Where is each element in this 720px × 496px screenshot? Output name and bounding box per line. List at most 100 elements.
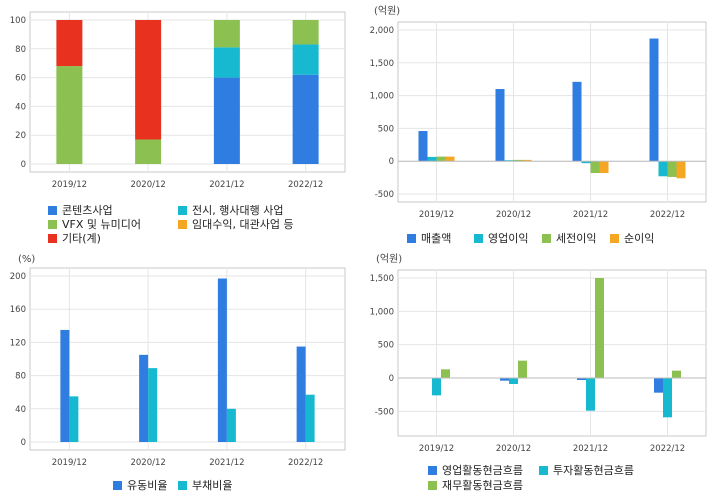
y-tick-label: 2,000 xyxy=(370,26,394,36)
bar-segment xyxy=(135,20,162,140)
bar-segment xyxy=(213,20,240,48)
x-tick-label: 2019/12 xyxy=(419,444,454,454)
legend-swatch xyxy=(542,233,551,243)
legend-swatch xyxy=(48,219,57,229)
bar xyxy=(654,378,663,393)
legend-label: 기타(계) xyxy=(62,232,101,245)
bar xyxy=(672,370,681,378)
chart-ratios: 0 40 80 120 160 200 2019/12 2020/12 2021/12 2022/… xyxy=(10,254,346,468)
bar xyxy=(590,161,600,174)
legend-item: 기타(계) xyxy=(48,230,101,246)
y-tick-label: 60 xyxy=(15,74,26,84)
bar xyxy=(441,369,450,378)
y-tick-label: 80 xyxy=(15,45,26,55)
legend-swatch xyxy=(178,205,187,215)
bar-segment xyxy=(56,20,83,67)
legend-label: 매출액 xyxy=(421,232,452,245)
bar xyxy=(217,278,227,442)
legend-item: 재무활동현금흐름 xyxy=(428,477,523,493)
x-tick-label: 2020/12 xyxy=(496,444,531,454)
bar xyxy=(432,378,441,396)
legend-swatch xyxy=(48,205,57,215)
y-tick-label: 100 xyxy=(10,16,26,26)
legend-item: 임대수익, 대관사업 등 xyxy=(178,216,294,232)
x-tick-label: 2022/12 xyxy=(650,444,685,454)
chart-cashflow: -500 0 500 1,000 1,500 2019/12 2020/12 2021/12 2… xyxy=(370,253,707,454)
bar-segment xyxy=(135,139,162,164)
legend-item: 매출액 xyxy=(407,230,451,246)
legend-swatch xyxy=(474,233,483,243)
x-tick-label: 2022/12 xyxy=(288,458,323,468)
x-tick-label: 2019/12 xyxy=(52,180,87,190)
legend-label: 재무활동현금흐름 xyxy=(442,479,523,492)
y-tick-label: -500 xyxy=(375,407,394,417)
bar xyxy=(518,360,527,378)
y-tick-label: 160 xyxy=(10,305,26,315)
bar xyxy=(305,394,315,442)
legend-item: VFX 및 뉴미디어 xyxy=(48,216,141,232)
y-tick-label: 40 xyxy=(15,405,26,415)
bar xyxy=(581,161,591,164)
bar xyxy=(509,378,518,384)
bar xyxy=(658,161,668,177)
x-tick-label: 2022/12 xyxy=(650,210,685,220)
legend-item: 유동비율 xyxy=(113,477,167,493)
legend-item: 전시, 행사대행 사업 xyxy=(178,202,283,218)
bar xyxy=(663,378,672,418)
bar xyxy=(572,81,582,162)
bar xyxy=(418,131,428,162)
y-tick-label: 0 xyxy=(21,160,26,170)
y-tick-label: 0 xyxy=(21,438,26,448)
legend-label: 부채비율 xyxy=(192,479,233,492)
y-tick-label: 1,500 xyxy=(370,59,394,69)
legend-swatch xyxy=(539,465,548,475)
plot-frame xyxy=(29,267,346,451)
bar xyxy=(436,156,446,162)
y-tick-label: 0 xyxy=(389,157,394,167)
x-tick-label: 2022/12 xyxy=(288,180,323,190)
legend-label: 세전이익 xyxy=(556,232,597,245)
y-tick-label: 40 xyxy=(15,102,26,112)
legend-label: 콘텐츠사업 xyxy=(62,204,113,217)
bar-segment xyxy=(213,47,240,78)
legend-label: 임대수익, 대관사업 등 xyxy=(192,218,294,231)
y-tick-label: -500 xyxy=(375,190,394,200)
x-tick-label: 2020/12 xyxy=(130,180,165,190)
chart-revenue-mix: 0 20 40 60 80 100 2019/12 2020/12 2021/12 2022/12 xyxy=(10,11,346,190)
bar xyxy=(427,156,437,162)
bar xyxy=(226,408,236,442)
x-tick-label: 2019/12 xyxy=(52,458,87,468)
x-tick-label: 2021/12 xyxy=(573,444,608,454)
legend-item: 영업이익 xyxy=(474,230,528,246)
bar xyxy=(667,161,677,177)
legend-item: 영업활동현금흐름 xyxy=(428,462,523,478)
y-tick-label: 200 xyxy=(10,272,26,282)
legend-swatch xyxy=(610,233,619,243)
x-tick-label: 2021/12 xyxy=(209,180,244,190)
y-tick-label: 0 xyxy=(389,374,394,384)
legend-swatch xyxy=(113,480,122,490)
legend-item: 콘텐츠사업 xyxy=(48,202,113,218)
legend-swatch xyxy=(428,465,437,475)
legend-item: 부채비율 xyxy=(178,477,232,493)
y-tick-label: 500 xyxy=(378,341,394,351)
y-tick-label: 120 xyxy=(10,338,26,348)
legend-item: 순이익 xyxy=(610,230,654,246)
bar-segment xyxy=(292,44,319,75)
chart-income: -500 0 500 1,000 1,500 2,000 2019/12 2020/12 202… xyxy=(370,5,707,220)
legend-swatch xyxy=(428,480,437,490)
y-tick-label: 500 xyxy=(378,124,394,134)
plot-frame xyxy=(397,269,707,437)
bar xyxy=(495,89,505,162)
x-tick-label: 2021/12 xyxy=(209,458,244,468)
legend-label: 영업활동현금흐름 xyxy=(442,464,523,477)
legend-swatch xyxy=(178,480,187,490)
bar xyxy=(595,278,604,378)
legend-label: VFX 및 뉴미디어 xyxy=(62,218,141,231)
y-tick-label: 1,500 xyxy=(370,274,394,284)
bar xyxy=(445,156,455,162)
bar xyxy=(649,38,659,162)
x-tick-label: 2021/12 xyxy=(573,210,608,220)
bar-segment xyxy=(292,74,319,164)
unit-label: (억원) xyxy=(376,253,402,265)
